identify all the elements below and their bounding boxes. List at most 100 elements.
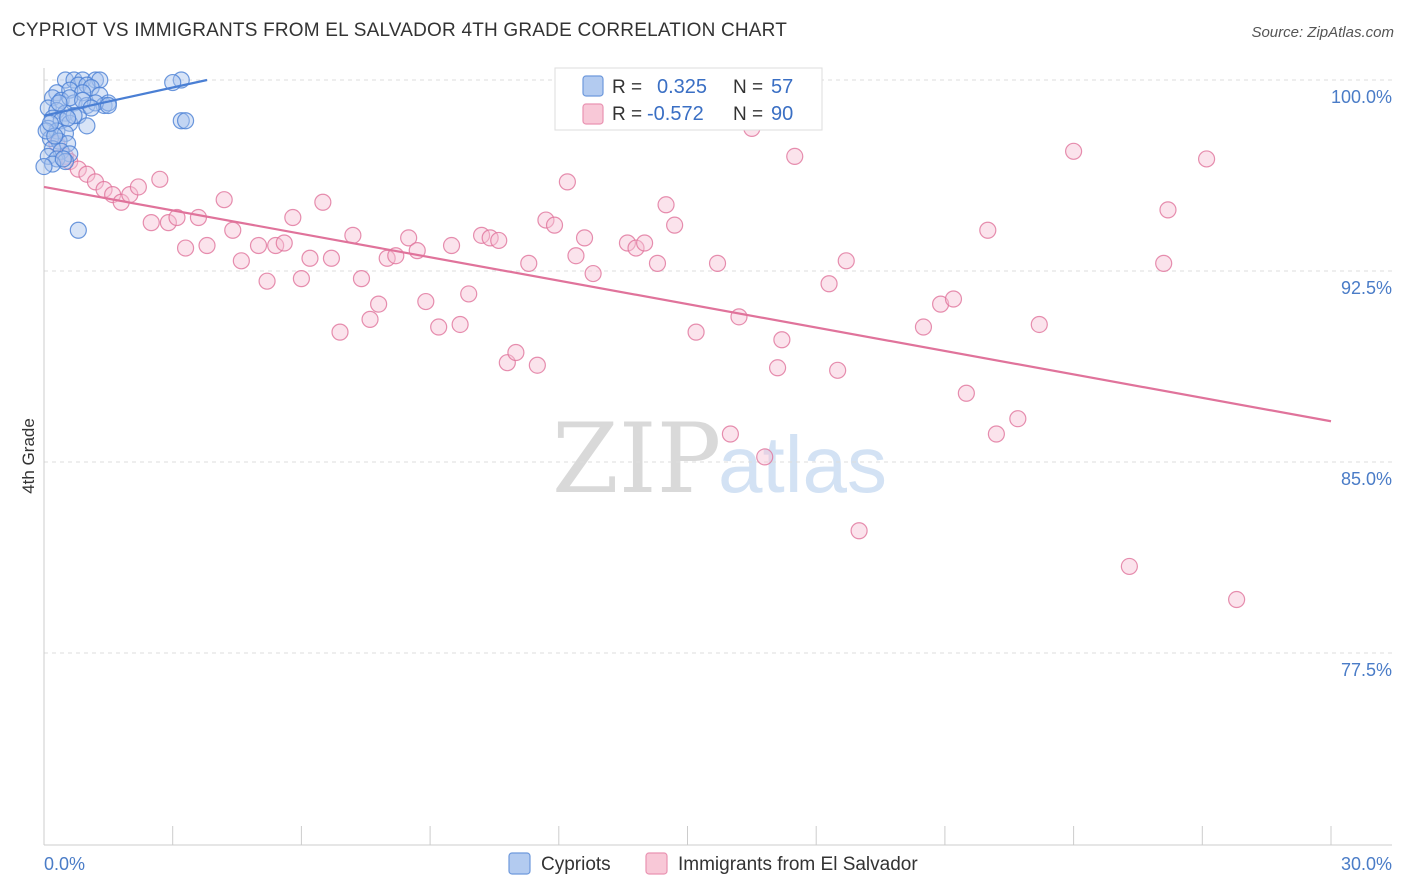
data-point	[46, 127, 64, 145]
data-point	[1159, 201, 1177, 219]
source-label: Source: ZipAtlas.com	[1251, 24, 1394, 41]
data-point	[627, 239, 645, 257]
data-point	[528, 356, 546, 374]
data-point	[417, 292, 435, 311]
data-point	[944, 290, 963, 308]
data-point	[129, 178, 147, 196]
data-point	[215, 191, 233, 209]
legend-n-value-cypriots: 57	[771, 76, 793, 98]
legend-swatch-cypriots	[582, 75, 604, 97]
data-point	[507, 343, 525, 362]
data-point	[159, 214, 178, 232]
data-point	[773, 331, 791, 349]
data-point	[756, 448, 774, 466]
data-point	[176, 239, 195, 257]
y-tick-labels: 100.0% 92.5% 85.0% 77.5%	[1331, 87, 1392, 680]
data-point	[292, 270, 310, 288]
x-tick-label-min: 0.0%	[44, 854, 85, 874]
data-point	[172, 112, 190, 130]
data-point	[41, 114, 60, 132]
elsalvador-points	[48, 119, 1246, 609]
data-point	[400, 229, 418, 247]
data-point	[54, 150, 72, 168]
legend-r-value-elsalvador: -0.572	[647, 103, 704, 125]
trend-line-elsalvador	[43, 185, 1332, 423]
data-point	[850, 522, 868, 540]
data-point	[35, 157, 53, 176]
data-point	[657, 196, 675, 214]
data-point	[820, 275, 838, 293]
data-point	[545, 216, 564, 234]
data-point	[331, 323, 349, 341]
data-point	[50, 94, 68, 112]
bottom-legend-swatch-elsalvador	[645, 852, 668, 875]
data-point	[189, 208, 208, 227]
data-point	[361, 310, 379, 328]
data-point	[78, 117, 96, 135]
data-point	[151, 170, 169, 188]
gridlines	[44, 79, 1392, 654]
legend-r-label-1: R =	[612, 77, 642, 98]
data-point	[979, 221, 997, 239]
data-point	[56, 152, 75, 171]
data-point	[666, 216, 684, 234]
data-point	[224, 221, 242, 239]
bottom-legend-elsalvador: Immigrants from El Salvador	[678, 854, 918, 875]
chart-title: CYPRIOT VS IMMIGRANTS FROM EL SALVADOR 4…	[12, 20, 788, 41]
axes	[43, 68, 1392, 846]
bottom-legend-cypriots: Cypriots	[541, 854, 611, 875]
data-point	[687, 323, 705, 341]
data-point	[648, 254, 667, 272]
data-point	[1197, 150, 1216, 168]
data-point	[957, 384, 975, 402]
data-point	[1120, 557, 1138, 576]
data-point	[914, 318, 933, 336]
data-point	[249, 236, 268, 255]
data-point	[730, 308, 748, 326]
x-tick-label-max: 30.0%	[1341, 854, 1392, 874]
data-point	[1064, 142, 1083, 160]
data-point	[837, 252, 855, 270]
data-point	[322, 249, 341, 267]
data-point	[258, 272, 276, 290]
y-axis-title: 4th Grade	[19, 418, 38, 494]
data-point	[932, 295, 950, 313]
y-tick-label: 77.5%	[1341, 660, 1392, 680]
data-point	[344, 226, 362, 244]
bottom-legend-swatch-cypriots	[508, 852, 531, 875]
data-point	[176, 112, 195, 130]
legend-r-value-cypriots: 0.325	[657, 76, 707, 98]
data-point	[618, 234, 637, 252]
legend-n-label-2: N =	[733, 104, 763, 125]
data-point	[442, 236, 461, 255]
data-point	[232, 252, 250, 270]
data-point	[537, 211, 555, 229]
data-point	[275, 234, 293, 252]
legend-r-label-2: R =	[612, 104, 642, 125]
data-point	[721, 425, 740, 443]
data-point	[168, 208, 186, 227]
data-point	[1228, 590, 1246, 609]
legend-swatch-elsalvador	[582, 103, 604, 125]
cypriot-points	[35, 71, 195, 239]
correlation-legend: R = 0.325 N = 57 R = -0.572 N = 90	[554, 67, 823, 131]
data-point	[1009, 410, 1027, 428]
data-point	[451, 315, 469, 334]
data-point	[558, 173, 576, 191]
data-point	[1155, 254, 1173, 272]
data-point	[370, 295, 388, 313]
data-point	[567, 247, 585, 265]
y-tick-label: 100.0%	[1331, 87, 1392, 107]
data-point	[708, 254, 727, 272]
watermark-atlas: atlas	[718, 420, 887, 509]
legend-n-label-1: N =	[733, 77, 763, 98]
series-legend: Cypriots Immigrants from El Salvador	[508, 852, 918, 875]
data-point	[301, 249, 319, 267]
data-point	[69, 221, 87, 239]
data-point	[829, 361, 847, 379]
data-point	[430, 318, 448, 336]
trend-lines	[43, 78, 1332, 423]
data-point	[69, 160, 87, 178]
data-point	[1030, 315, 1048, 334]
